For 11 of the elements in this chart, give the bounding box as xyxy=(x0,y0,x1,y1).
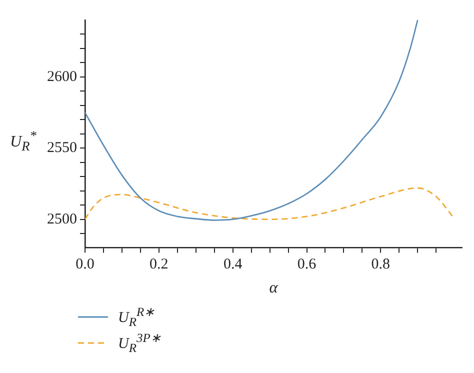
y-tick-label: 2550 xyxy=(47,140,77,156)
y-tick-label: 2600 xyxy=(47,68,77,85)
x-tick-label: 0.0 xyxy=(76,256,94,273)
line-series xyxy=(85,20,418,221)
x-tick-label: 0.6 xyxy=(297,256,317,273)
x-tick-label: 0.4 xyxy=(223,256,243,273)
x-tick-label: 0.8 xyxy=(371,256,390,273)
y-tick-label: 2500 xyxy=(47,211,77,228)
line-series xyxy=(85,187,456,220)
x-axis-title: α xyxy=(269,280,278,297)
x-tick-label: 0.2 xyxy=(150,256,168,273)
